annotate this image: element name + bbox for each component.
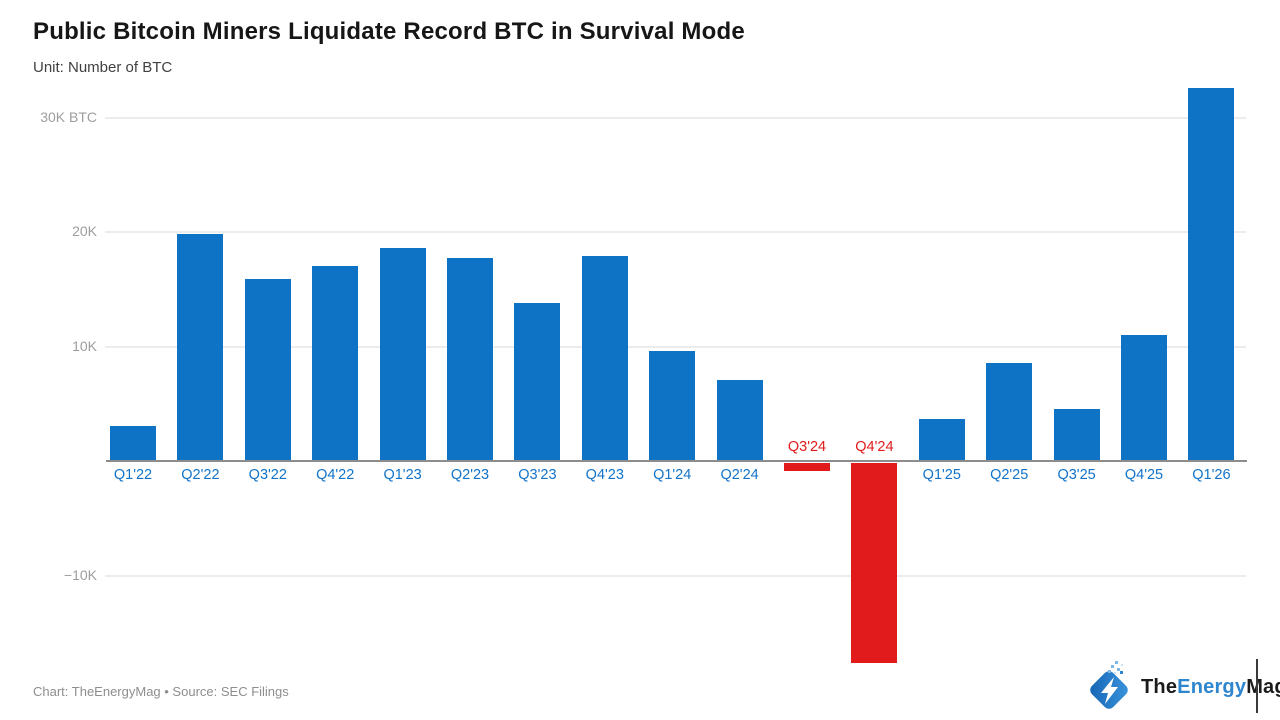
bar-Q324 (784, 463, 830, 471)
bar-Q223 (447, 258, 493, 461)
y-tick-label: 30K BTC (40, 108, 97, 125)
bar-Q225 (986, 362, 1033, 461)
x-axis-label-Q125: Q1'25 (922, 467, 961, 483)
x-axis-label-Q222: Q2'22 (181, 467, 220, 483)
x-axis-label-Q124: Q1'24 (653, 467, 692, 483)
x-axis-label-Q122: Q1'22 (113, 467, 153, 483)
bar-Q423 (581, 256, 628, 461)
x-axis-line (106, 460, 1247, 462)
bar-Q222 (177, 234, 224, 461)
bar-Q422 (312, 266, 359, 461)
x-axis-label-Q324: Q3'24 (787, 439, 827, 455)
bar-Q424 (851, 463, 898, 664)
x-axis-label-Q223: Q2'23 (450, 467, 490, 483)
x-axis-label-Q322: Q3'22 (248, 467, 287, 483)
bar-Q325 (1053, 409, 1100, 461)
bar-Q224 (716, 379, 763, 461)
bar-Q122 (110, 425, 156, 461)
x-axis-label-Q123: Q1'23 (383, 467, 422, 483)
logo-word-the: The (1141, 675, 1178, 698)
x-axis-label-Q423: Q4'23 (585, 467, 624, 483)
gridline (105, 231, 1246, 233)
x-axis-label-Q224: Q2'24 (720, 467, 759, 483)
x-axis-label-Q424: Q4'24 (855, 439, 894, 455)
text-cursor-artifact (1256, 659, 1258, 713)
y-tick-label: 20K (72, 223, 97, 239)
chart-credit: Chart: TheEnergyMag • Source: SEC Filing… (33, 684, 289, 699)
y-tick-label: 10K (72, 337, 97, 354)
y-tick-label: −10K (63, 566, 97, 583)
lightning-bolt-diamond-icon (1090, 661, 1128, 709)
bar-Q125 (918, 418, 965, 461)
x-axis-label-Q126: Q1'26 (1192, 467, 1231, 483)
x-axis-label-Q323: Q3'23 (518, 467, 557, 483)
logo-word-energy: Energy (1177, 675, 1247, 698)
x-axis-label-Q425: Q4'25 (1124, 467, 1164, 483)
bar-Q126 (1188, 87, 1235, 461)
bar-Q322 (244, 278, 291, 461)
brand-logo-text: TheEnergyMag (1141, 676, 1280, 699)
chart-unit-subtitle: Unit: Number of BTC (33, 59, 173, 76)
brand-logo: TheEnergyMag (1084, 658, 1280, 716)
bar-Q425 (1121, 335, 1167, 461)
bar-Q124 (649, 351, 696, 461)
bar-Q123 (379, 248, 426, 461)
x-axis-label-Q325: Q3'25 (1057, 467, 1096, 483)
x-axis-label-Q225: Q2'25 (990, 467, 1029, 483)
x-axis-label-Q422: Q4'22 (316, 467, 355, 483)
bar-Q323 (514, 302, 561, 461)
gridline (105, 574, 1246, 577)
page-title: Public Bitcoin Miners Liquidate Record B… (33, 18, 745, 45)
gridline (105, 345, 1246, 348)
gridline (105, 116, 1246, 119)
logo-word-mag: Mag (1246, 675, 1280, 698)
